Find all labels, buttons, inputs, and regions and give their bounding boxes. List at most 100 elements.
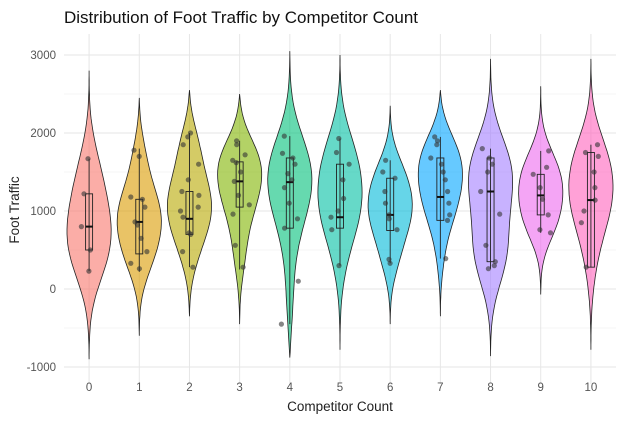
data-point [128,194,134,200]
data-point [278,321,284,327]
data-point [179,188,185,195]
data-point [138,235,144,241]
x-tick-label: 6 [387,382,393,394]
data-point [594,142,601,148]
data-point [190,264,196,270]
y-tick-label: 0 [50,284,56,296]
data-point [144,249,150,255]
data-point [592,185,598,191]
data-point [445,188,451,195]
x-tick-label: 7 [437,382,443,394]
data-point [380,169,386,175]
data-point [478,188,484,195]
x-tick-label: 8 [487,382,493,394]
data-point [230,157,236,163]
data-point [333,149,340,156]
y-axis-ticks: -1000 0 1000 2000 3000 [27,50,56,374]
data-point [444,217,451,223]
violin-group [367,105,413,325]
violins [66,51,614,360]
x-tick-label: 4 [287,382,294,394]
data-point [87,247,93,253]
data-point [394,227,400,233]
data-point [290,155,296,161]
data-point [486,155,492,161]
data-point [545,212,551,218]
data-point [294,216,301,222]
data-point [489,161,495,167]
x-axis-ticks: 0 1 2 3 4 5 6 7 8 9 10 [86,382,597,394]
violin-group [66,70,112,360]
data-point [139,196,145,202]
data-point [240,264,246,270]
data-point [485,169,491,175]
data-point [336,135,342,142]
y-tick-label: 2000 [30,128,56,140]
data-point [547,230,554,236]
data-point [142,204,148,210]
data-point [537,227,543,233]
data-point [328,214,334,220]
data-point [443,256,449,262]
data-point [131,147,137,153]
data-point [491,263,497,269]
data-point [336,263,342,269]
data-point [544,164,550,170]
data-point [335,208,341,214]
data-point [591,169,597,175]
data-point [136,153,142,159]
x-tick-label: 5 [337,382,343,394]
data-point [592,197,598,203]
data-point [582,149,589,156]
data-point [285,171,291,177]
data-point [392,175,398,181]
data-point [442,177,448,183]
data-point [447,212,453,218]
data-point [329,227,335,233]
data-point [583,264,589,270]
x-tick-label: 2 [186,382,192,394]
data-point [286,200,292,206]
data-point [196,161,202,167]
data-point [530,171,536,177]
data-point [230,211,236,217]
data-point [180,142,186,148]
data-point [497,211,503,217]
data-point [386,212,392,218]
data-point [81,191,87,197]
y-tick-label: 1000 [30,206,56,218]
violin-group [317,54,363,350]
data-point [434,142,440,148]
data-point [195,204,201,210]
data-point [281,185,288,191]
data-point [383,157,389,163]
data-point [235,192,242,198]
data-point [446,200,452,206]
data-point [196,192,202,198]
violin-group [116,97,162,336]
data-point [382,200,389,206]
violin-group [568,58,614,350]
data-point [234,138,240,144]
data-point [185,134,191,140]
data-point [346,161,352,167]
data-point [578,220,585,226]
data-point [340,177,346,183]
data-point [295,278,301,284]
data-point [292,161,298,167]
violin-group [167,90,212,317]
y-axis-title: Foot Traffic [7,176,22,244]
violin-group [267,51,313,358]
data-point [282,225,288,231]
data-point [86,268,92,274]
data-point [546,148,552,154]
violin-group [518,86,564,295]
x-axis-title: Competitor Count [287,399,393,414]
data-point [234,142,240,148]
data-point [434,138,441,144]
data-point [231,178,237,184]
data-point [132,219,138,225]
data-point [289,177,295,183]
data-point [382,188,388,195]
